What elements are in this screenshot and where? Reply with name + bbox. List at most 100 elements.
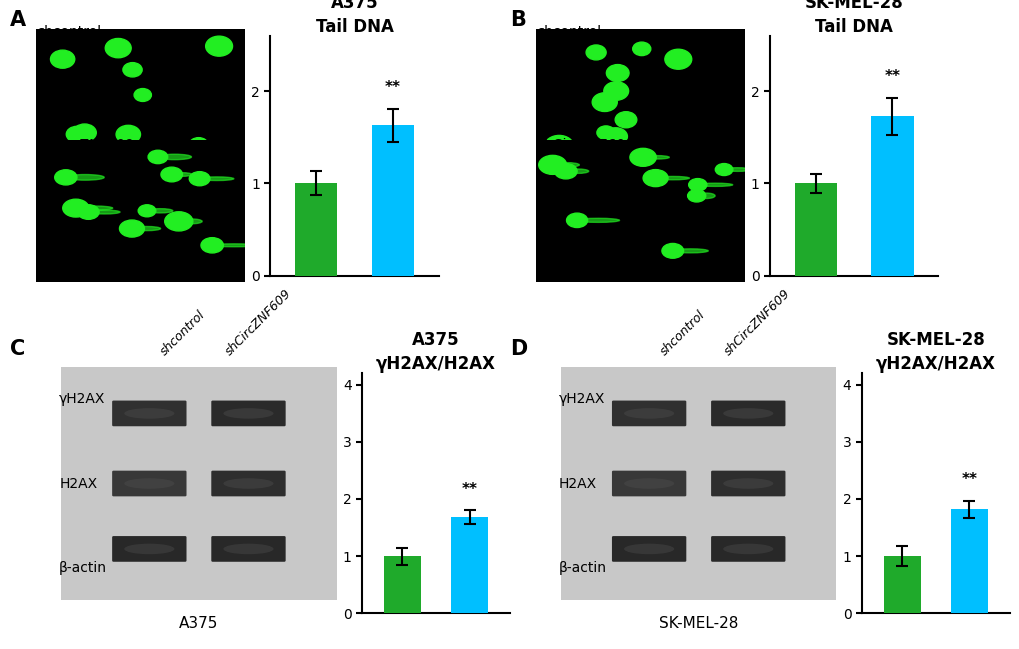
Circle shape bbox=[544, 136, 574, 157]
Ellipse shape bbox=[624, 478, 674, 489]
Text: SK-MEL-28: SK-MEL-28 bbox=[658, 617, 738, 631]
Ellipse shape bbox=[552, 163, 579, 167]
Bar bbox=[794, 184, 837, 276]
Circle shape bbox=[189, 138, 208, 152]
Circle shape bbox=[148, 150, 167, 164]
FancyBboxPatch shape bbox=[710, 471, 785, 496]
Circle shape bbox=[148, 145, 167, 159]
Circle shape bbox=[605, 64, 629, 81]
FancyBboxPatch shape bbox=[611, 400, 686, 426]
Text: β-actin: β-actin bbox=[558, 561, 606, 575]
Bar bbox=[294, 184, 337, 276]
Ellipse shape bbox=[158, 154, 192, 160]
Ellipse shape bbox=[642, 156, 668, 159]
Bar bbox=[950, 509, 987, 613]
Text: **: ** bbox=[384, 80, 400, 95]
Circle shape bbox=[105, 38, 131, 58]
Ellipse shape bbox=[696, 193, 714, 199]
Circle shape bbox=[592, 93, 616, 112]
Circle shape bbox=[116, 125, 141, 143]
Circle shape bbox=[566, 213, 587, 228]
Bar bbox=[450, 517, 488, 613]
Text: H2AX: H2AX bbox=[59, 476, 97, 491]
Circle shape bbox=[133, 88, 151, 101]
Circle shape bbox=[162, 159, 191, 180]
Bar bbox=[383, 556, 421, 613]
FancyBboxPatch shape bbox=[112, 400, 186, 426]
Circle shape bbox=[554, 164, 577, 179]
Ellipse shape bbox=[624, 544, 674, 554]
Ellipse shape bbox=[655, 177, 689, 180]
Ellipse shape bbox=[223, 478, 273, 489]
FancyBboxPatch shape bbox=[112, 536, 186, 562]
Title: A375
γH2AX/H2AX: A375 γH2AX/H2AX bbox=[376, 332, 495, 373]
Circle shape bbox=[687, 190, 705, 202]
Circle shape bbox=[630, 149, 655, 166]
Ellipse shape bbox=[577, 218, 619, 223]
Text: H2AX: H2AX bbox=[558, 476, 596, 491]
Circle shape bbox=[692, 143, 709, 156]
Bar bbox=[870, 116, 913, 276]
Text: D: D bbox=[510, 339, 527, 359]
Ellipse shape bbox=[124, 408, 174, 419]
Text: **: ** bbox=[883, 69, 900, 84]
Circle shape bbox=[63, 199, 89, 217]
Text: shcontrol: shcontrol bbox=[38, 25, 102, 39]
Ellipse shape bbox=[673, 249, 707, 253]
Ellipse shape bbox=[223, 544, 273, 554]
Circle shape bbox=[161, 167, 182, 182]
Y-axis label: Relative protein expression: Relative protein expression bbox=[323, 398, 337, 588]
Text: γH2AX: γH2AX bbox=[558, 392, 604, 406]
Text: shcontrol: shcontrol bbox=[537, 25, 601, 39]
Circle shape bbox=[77, 204, 99, 219]
Circle shape bbox=[123, 62, 142, 77]
Ellipse shape bbox=[722, 544, 772, 554]
Circle shape bbox=[622, 145, 645, 163]
Text: **: ** bbox=[961, 472, 976, 487]
Circle shape bbox=[603, 82, 628, 100]
Text: A: A bbox=[10, 10, 26, 30]
Ellipse shape bbox=[722, 478, 772, 489]
Ellipse shape bbox=[178, 219, 202, 224]
Ellipse shape bbox=[723, 167, 750, 171]
Circle shape bbox=[614, 112, 636, 128]
Circle shape bbox=[164, 212, 193, 231]
Text: shcontrol: shcontrol bbox=[657, 308, 707, 358]
Circle shape bbox=[643, 169, 667, 187]
Circle shape bbox=[66, 127, 88, 142]
Ellipse shape bbox=[89, 210, 120, 214]
Circle shape bbox=[55, 170, 76, 185]
Text: shcontrol: shcontrol bbox=[158, 308, 208, 358]
Ellipse shape bbox=[624, 408, 674, 419]
Ellipse shape bbox=[124, 544, 174, 554]
Ellipse shape bbox=[697, 183, 732, 186]
Bar bbox=[371, 125, 414, 276]
Ellipse shape bbox=[75, 206, 112, 210]
Title: SK-MEL-28
Tail DNA: SK-MEL-28 Tail DNA bbox=[804, 0, 903, 36]
Circle shape bbox=[138, 205, 156, 217]
FancyBboxPatch shape bbox=[112, 471, 186, 496]
Text: β-actin: β-actin bbox=[59, 561, 107, 575]
Text: B: B bbox=[510, 10, 526, 30]
Circle shape bbox=[119, 220, 145, 237]
Ellipse shape bbox=[66, 175, 104, 180]
Y-axis label: Fold change: Fold change bbox=[731, 114, 745, 198]
FancyBboxPatch shape bbox=[710, 400, 785, 426]
Ellipse shape bbox=[212, 244, 256, 247]
Circle shape bbox=[632, 42, 650, 56]
Bar bbox=[882, 556, 920, 613]
FancyBboxPatch shape bbox=[710, 536, 785, 562]
Circle shape bbox=[586, 45, 605, 60]
Ellipse shape bbox=[131, 227, 160, 230]
Ellipse shape bbox=[223, 408, 273, 419]
Circle shape bbox=[150, 143, 168, 156]
Circle shape bbox=[664, 49, 691, 69]
Ellipse shape bbox=[722, 408, 772, 419]
Y-axis label: Fold change: Fold change bbox=[231, 114, 246, 198]
Ellipse shape bbox=[147, 208, 172, 213]
FancyBboxPatch shape bbox=[211, 471, 285, 496]
Circle shape bbox=[603, 128, 627, 145]
Ellipse shape bbox=[566, 169, 588, 173]
Text: shCircZNF609: shCircZNF609 bbox=[721, 287, 793, 358]
Title: A375
Tail DNA: A375 Tail DNA bbox=[315, 0, 393, 36]
